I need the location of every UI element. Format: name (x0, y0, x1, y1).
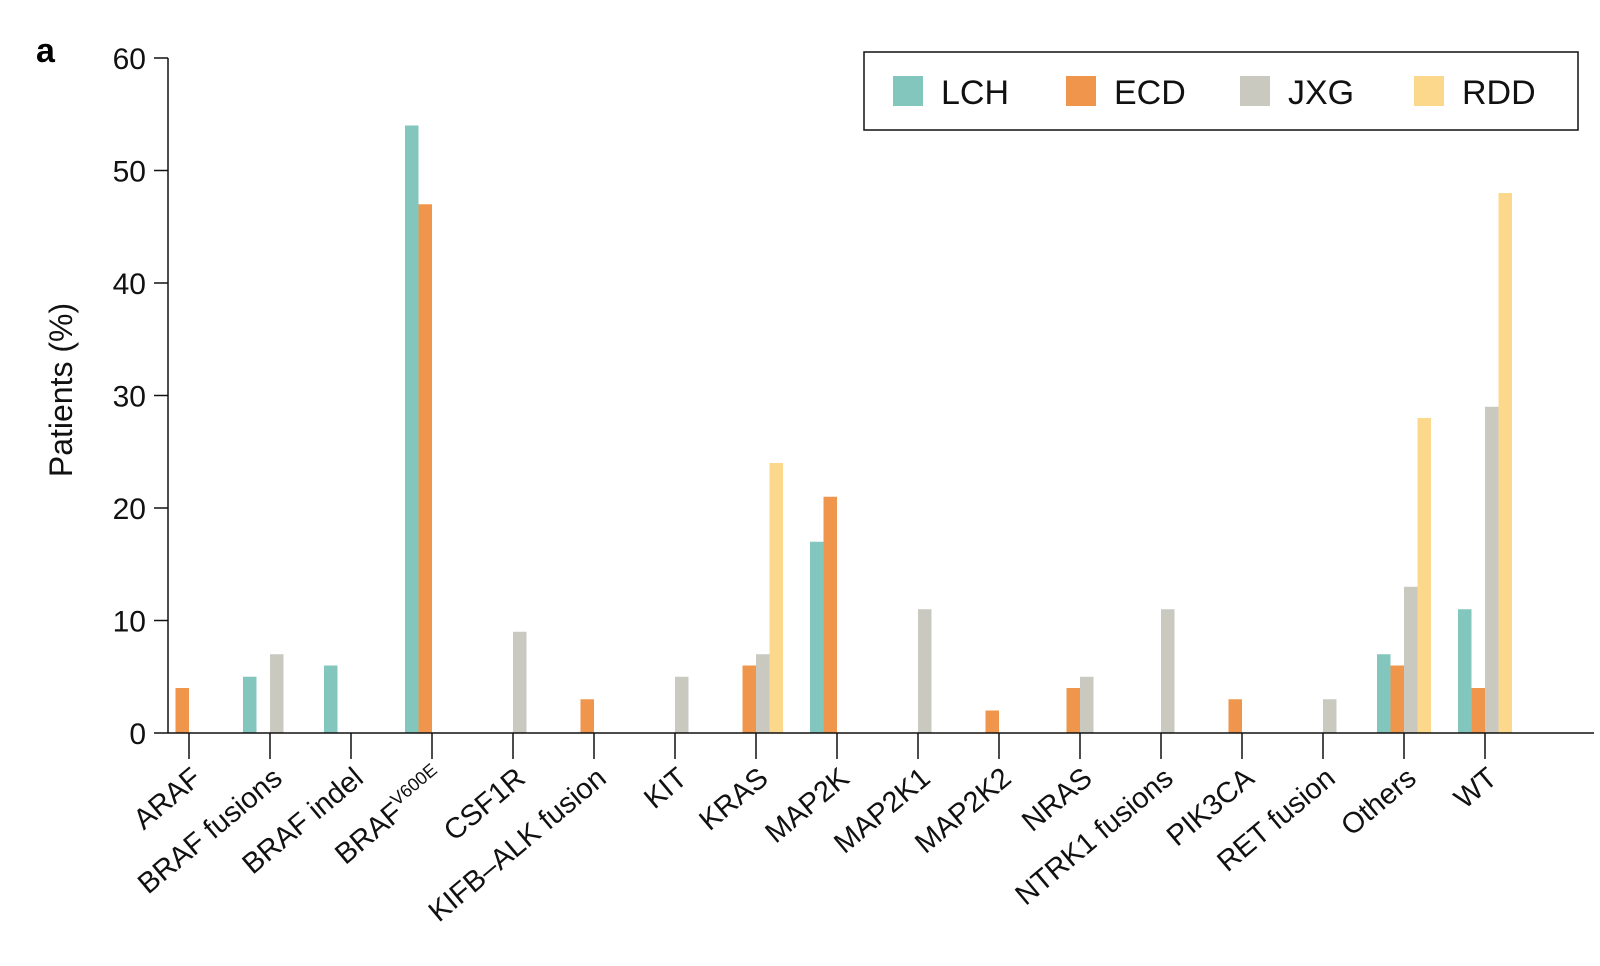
bars (175, 125, 1512, 733)
x-tick-label-text: WT (1448, 762, 1503, 816)
bar-ecd (175, 688, 189, 733)
y-tick-label: 10 (113, 606, 146, 639)
bar-jxg (756, 654, 770, 733)
bar-ecd (1228, 699, 1242, 733)
x-tick-label-superscript: V600E (387, 760, 441, 810)
bar-jxg (675, 676, 689, 733)
bar-jxg (270, 654, 284, 733)
bar-ecd (1471, 688, 1485, 733)
bar-jxg (1485, 406, 1499, 733)
y-tick-label: 50 (113, 156, 146, 189)
y-tick-label: 20 (113, 493, 146, 526)
bar-rdd (1417, 418, 1431, 733)
x-tick-label-text: KIT (638, 762, 693, 816)
bar-ecd (985, 710, 999, 733)
bar-lch (1377, 654, 1391, 733)
bar-ecd (742, 665, 756, 733)
bar-jxg (1161, 609, 1175, 733)
x-tick-label: WT (1448, 762, 1503, 816)
bar-lch (243, 676, 257, 733)
legend-swatch-lch (893, 76, 923, 106)
bar-lch (405, 125, 419, 733)
bar-lch (1458, 609, 1472, 733)
legend-label-lch: LCH (941, 74, 1009, 112)
legend-label-rdd: RDD (1462, 74, 1536, 112)
bar-jxg (1404, 586, 1418, 733)
bar-jxg (918, 609, 932, 733)
y-tick-label: 30 (113, 381, 146, 414)
x-tick-label: KIT (638, 762, 693, 816)
bar-ecd (1390, 665, 1404, 733)
bar-ecd (580, 699, 594, 733)
bar-lch (810, 541, 824, 733)
y-tick-label: 40 (113, 268, 146, 301)
legend-label-ecd: ECD (1114, 74, 1186, 112)
x-tick-label: Others (1335, 762, 1422, 842)
y-axis: 0 10 20 30 40 50 60 (113, 43, 169, 751)
bar-rdd (1498, 193, 1512, 733)
bar-jxg (1080, 676, 1094, 733)
y-tick-label: 0 (129, 718, 146, 751)
bar-jxg (1323, 699, 1337, 733)
y-axis-title: Patients (%) (43, 303, 79, 477)
y-tick-label: 60 (113, 43, 146, 76)
bar-ecd (418, 204, 432, 733)
panel-label: a (36, 32, 56, 70)
legend-swatch-ecd (1066, 76, 1096, 106)
bar-lch (324, 665, 338, 733)
legend-swatch-rdd (1414, 76, 1444, 106)
legend-swatch-jxg (1240, 76, 1270, 106)
bar-ecd (1066, 688, 1080, 733)
bar-ecd (823, 496, 837, 733)
x-tick-label-text: Others (1335, 762, 1422, 842)
bar-rdd (769, 463, 783, 733)
legend-box (863, 51, 1579, 131)
bar-jxg (513, 631, 527, 733)
legend-label-jxg: JXG (1288, 74, 1354, 112)
legend: LCH ECD JXG RDD (863, 51, 1579, 131)
